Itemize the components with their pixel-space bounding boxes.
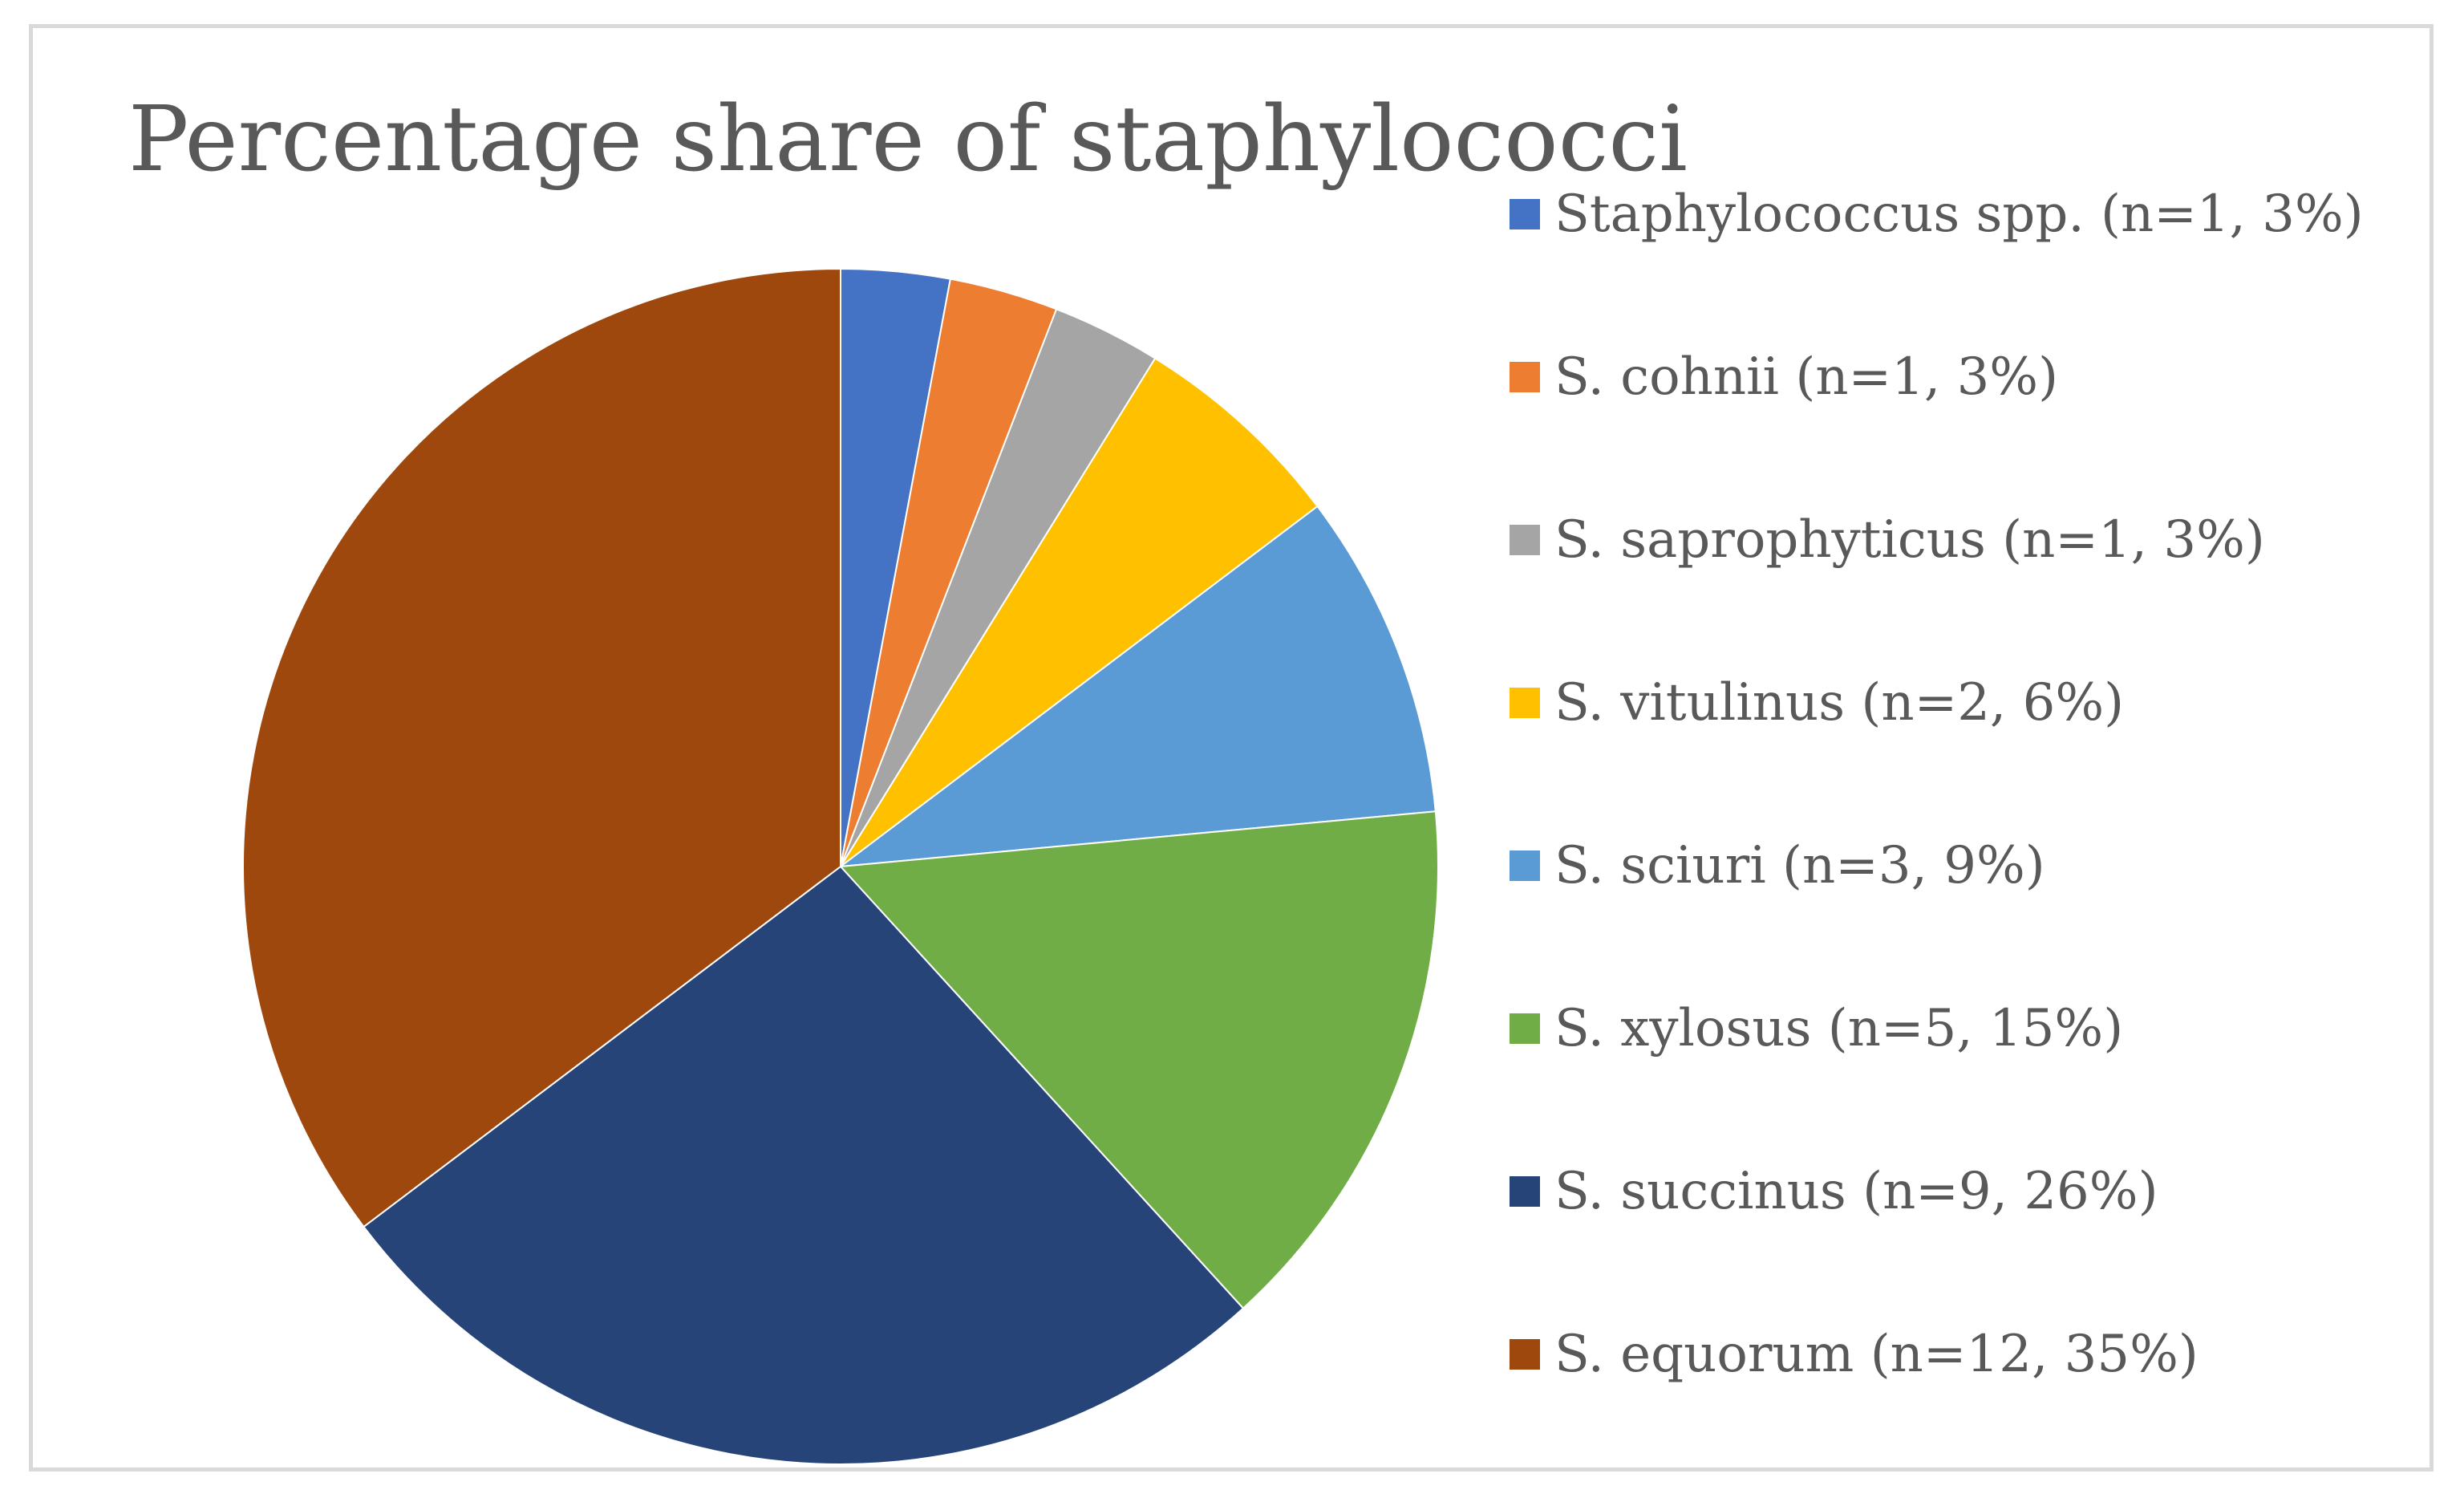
legend-item: S. equorum (n=12, 35%): [1510, 1329, 2199, 1380]
legend-swatch: [1510, 1013, 1540, 1044]
pie-slice-5: [837, 505, 1437, 868]
legend-label: S. saprophyticus (n=1, 3%): [1554, 510, 2265, 570]
legend-item: S. sciuri (n=3, 9%): [1510, 840, 2045, 891]
legend-item: S. succinus (n=9, 26%): [1510, 1166, 2158, 1217]
legend-label: S. equorum (n=12, 35%): [1554, 1325, 2199, 1384]
legend-swatch: [1510, 688, 1540, 718]
legend-label: S. vitulinus (n=2, 6%): [1554, 673, 2125, 733]
legend-label: S. sciuri (n=3, 9%): [1554, 836, 2045, 895]
legend-item: Staphylococcus spp. (n=1, 3%): [1510, 189, 2364, 240]
pie-slice-8: [242, 267, 841, 1228]
pie-slice-7: [363, 865, 1245, 1465]
legend-item: S. vitulinus (n=2, 6%): [1510, 677, 2124, 729]
legend-label: S. xylosus (n=5, 15%): [1554, 999, 2124, 1058]
pie-slice-4: [840, 357, 1319, 867]
legend-swatch: [1510, 362, 1540, 392]
legend-label: S. cohnii (n=1, 3%): [1554, 347, 2059, 407]
legend-swatch: [1510, 850, 1540, 881]
legend-label: S. succinus (n=9, 26%): [1554, 1162, 2158, 1221]
legend-item: S. cohnii (n=1, 3%): [1510, 351, 2058, 403]
legend-swatch: [1510, 1339, 1540, 1370]
legend-swatch: [1510, 1176, 1540, 1207]
legend-label: Staphylococcus spp. (n=1, 3%): [1554, 185, 2364, 244]
legend-item: S. xylosus (n=5, 15%): [1510, 1003, 2123, 1054]
chart-title: Percentage share of staphylococci: [128, 87, 1688, 192]
legend-item: S. saprophyticus (n=1, 3%): [1510, 514, 2265, 566]
legend-swatch: [1510, 525, 1540, 555]
pie-slice-6: [838, 810, 1439, 1309]
legend-swatch: [1510, 199, 1540, 229]
